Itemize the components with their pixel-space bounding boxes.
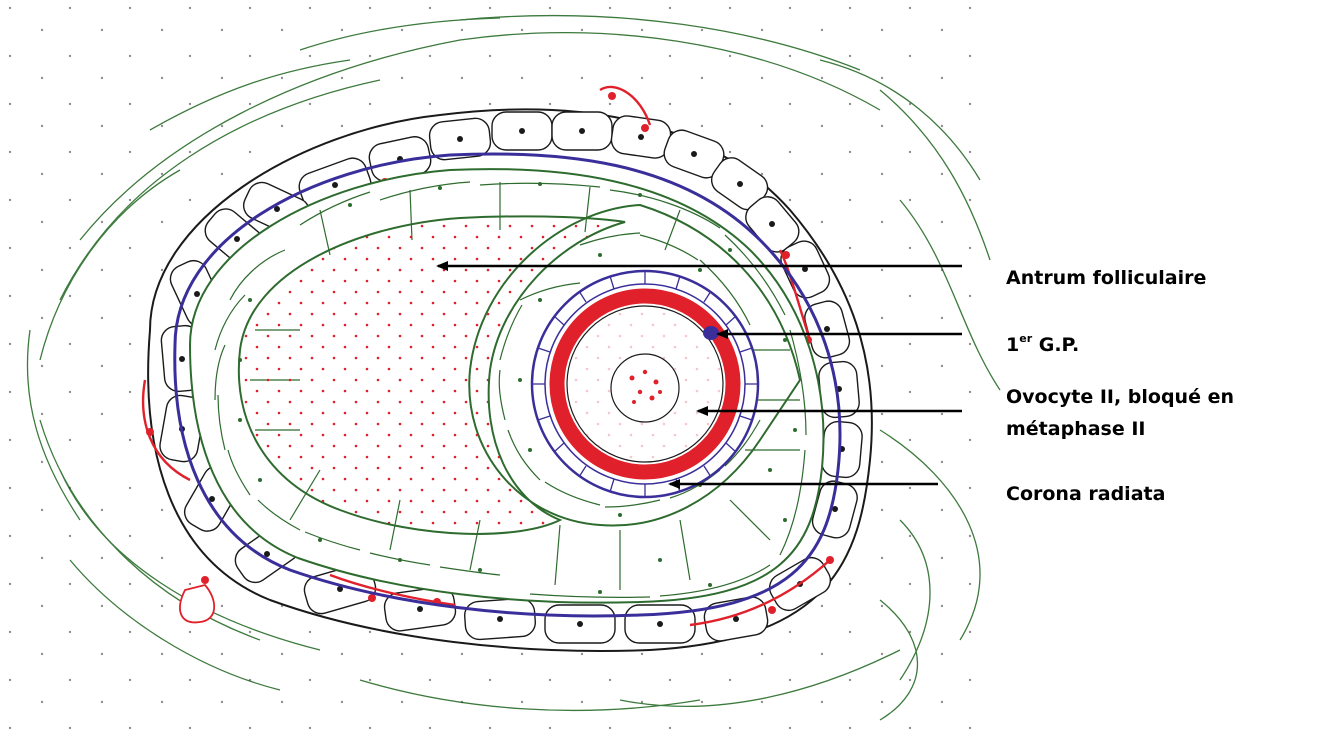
label-ovocyte-line1: Ovocyte II, bloqué en bbox=[1006, 386, 1234, 408]
oocyte-complex bbox=[530, 269, 760, 499]
pointer-arrows bbox=[436, 261, 962, 489]
polar-body bbox=[703, 326, 719, 340]
label-corona-radiata: Corona radiata bbox=[1006, 483, 1166, 505]
label-antrum: Antrum folliculaire bbox=[1006, 267, 1207, 289]
label-gp-number: 1 bbox=[1006, 334, 1020, 356]
label-first-polar-body: 1er G.P. bbox=[1006, 323, 1079, 361]
label-gp-superscript: er bbox=[1019, 332, 1033, 345]
label-gp-text: G.P. bbox=[1032, 334, 1080, 356]
basement-membrane bbox=[173, 152, 842, 618]
label-ovocyte-line2: métaphase II bbox=[1006, 418, 1146, 440]
antrum bbox=[237, 215, 626, 535]
label-ovocyte: Ovocyte II, bloqué en métaphase II bbox=[1006, 381, 1234, 445]
